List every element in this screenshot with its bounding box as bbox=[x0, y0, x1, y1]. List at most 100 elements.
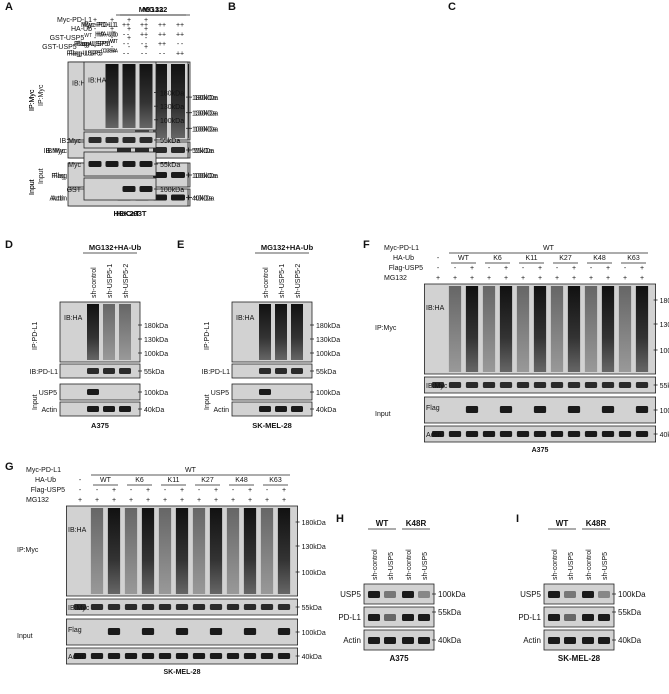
protein-band bbox=[550, 431, 564, 437]
protein-band bbox=[158, 653, 172, 659]
protein-band bbox=[277, 653, 291, 659]
mw-marker: 40kDa bbox=[144, 407, 164, 414]
protein-band bbox=[584, 382, 598, 388]
protein-band bbox=[87, 368, 99, 374]
protein-band bbox=[564, 614, 576, 621]
lane-mark: + bbox=[606, 265, 610, 272]
protein-band bbox=[122, 137, 136, 143]
lane-mark: + bbox=[640, 275, 644, 282]
condition-label: HA-Ub bbox=[393, 255, 414, 262]
mw-marker: 40kDa bbox=[618, 636, 642, 645]
mw-marker: 100kDa bbox=[192, 173, 216, 180]
ubiquitin-smear bbox=[291, 304, 303, 360]
protein-band bbox=[582, 637, 594, 644]
protein-band bbox=[105, 161, 119, 167]
blot-label: IB:HA bbox=[426, 305, 445, 312]
protein-band bbox=[564, 637, 576, 644]
protein-band bbox=[564, 591, 576, 598]
input-label: Input bbox=[38, 168, 45, 184]
mw-marker: 55kDa bbox=[160, 138, 180, 145]
mw-marker: 130kDa bbox=[302, 544, 326, 551]
mw-marker: 100kDa bbox=[316, 390, 340, 397]
protein-band bbox=[192, 653, 206, 659]
protein-band bbox=[598, 614, 610, 621]
cell-line-label: HEK293T bbox=[114, 209, 147, 218]
condition-label: Myc-PD-L1 bbox=[57, 17, 92, 24]
blot-label: Actin bbox=[68, 654, 84, 661]
protein-band bbox=[516, 382, 530, 388]
blot-label: Actin bbox=[51, 196, 67, 203]
input-label: Input bbox=[17, 633, 33, 640]
protein-band bbox=[618, 431, 632, 437]
panel-letter: G bbox=[5, 461, 14, 473]
lane-mark: - bbox=[163, 51, 166, 58]
ubiquitin-smear bbox=[635, 286, 649, 372]
lane-mark: + bbox=[112, 497, 116, 504]
lane-mark: - bbox=[488, 265, 491, 272]
protein-band bbox=[171, 194, 185, 201]
blot-pdl1 bbox=[543, 606, 615, 628]
lane-mark: + bbox=[144, 22, 148, 29]
lane-label: sh-USP5-2 bbox=[295, 264, 302, 298]
lane-mark: + bbox=[144, 44, 148, 51]
protein-band bbox=[226, 604, 240, 610]
cell-line-label: SK-MEL-28 bbox=[558, 654, 601, 663]
ubiquitin-smear bbox=[601, 286, 615, 372]
panel-letter: D bbox=[5, 239, 13, 251]
protein-band bbox=[448, 382, 462, 388]
treatment-label: MG132+HA-Ub bbox=[261, 243, 314, 252]
protein-band bbox=[87, 406, 99, 412]
lane-label: sh-USP5-2 bbox=[123, 264, 130, 298]
panel-letter: B bbox=[228, 1, 236, 13]
lane-mark: + bbox=[572, 265, 576, 272]
protein-band bbox=[119, 406, 131, 412]
mw-marker: 180kDa bbox=[316, 323, 340, 330]
lane-mark: + bbox=[176, 51, 180, 58]
mw-marker: 55kDa bbox=[438, 608, 462, 617]
lane-mark: + bbox=[521, 275, 525, 282]
protein-band bbox=[209, 653, 223, 659]
ubiquitin-smear bbox=[119, 304, 131, 360]
lane-mark: + bbox=[623, 275, 627, 282]
input-label: Input bbox=[375, 411, 391, 418]
lane-label: sh-control bbox=[263, 267, 270, 298]
ubiquitin-smear bbox=[482, 286, 496, 372]
blot-label: IB:HA bbox=[72, 80, 91, 87]
protein-band bbox=[533, 382, 547, 388]
ip-label: IP:Myc bbox=[375, 325, 397, 332]
lane-mark: + bbox=[470, 265, 474, 272]
blot-label: Myc bbox=[68, 162, 81, 169]
mw-marker: 100kDa bbox=[160, 118, 184, 125]
lane-label: sh-USP5 bbox=[422, 552, 429, 580]
mw-marker: 55kDa bbox=[192, 148, 212, 155]
blot-label: Actin bbox=[213, 407, 229, 414]
protein-band bbox=[598, 637, 610, 644]
blot-label: IB:Myc bbox=[60, 138, 82, 145]
protein-band bbox=[418, 591, 430, 598]
protein-band bbox=[107, 604, 121, 610]
mw-marker: 55kDa bbox=[144, 369, 164, 376]
blot-pdl1 bbox=[363, 606, 435, 628]
condition-label: Myc-PD-L1 bbox=[83, 22, 118, 29]
lane-mark: - bbox=[130, 487, 133, 494]
protein-band bbox=[618, 382, 632, 388]
protein-band bbox=[88, 137, 102, 143]
lane-mark: + bbox=[122, 22, 126, 29]
lane-mark: - bbox=[624, 265, 627, 272]
protein-band bbox=[153, 147, 167, 153]
cell-line-label: SK-MEL-28 bbox=[252, 421, 292, 430]
cell-line-label: SK-MEL-28 bbox=[164, 669, 201, 676]
protein-band bbox=[482, 431, 496, 437]
protein-band bbox=[135, 147, 149, 153]
ubiquitin-smear bbox=[175, 508, 189, 594]
protein-band bbox=[368, 614, 380, 621]
group-label: K27 bbox=[559, 255, 572, 262]
condition-label: WT bbox=[185, 467, 197, 474]
lane-mark: + bbox=[126, 22, 130, 29]
ubiquitin-smear bbox=[90, 508, 104, 594]
blot-label: IB:Myc bbox=[426, 383, 448, 390]
cell-line-label: HaCaT bbox=[116, 209, 140, 218]
blot-label: Flag bbox=[426, 405, 440, 412]
lane-mark: - bbox=[145, 51, 148, 58]
mw-marker: 180kDa bbox=[302, 520, 326, 527]
